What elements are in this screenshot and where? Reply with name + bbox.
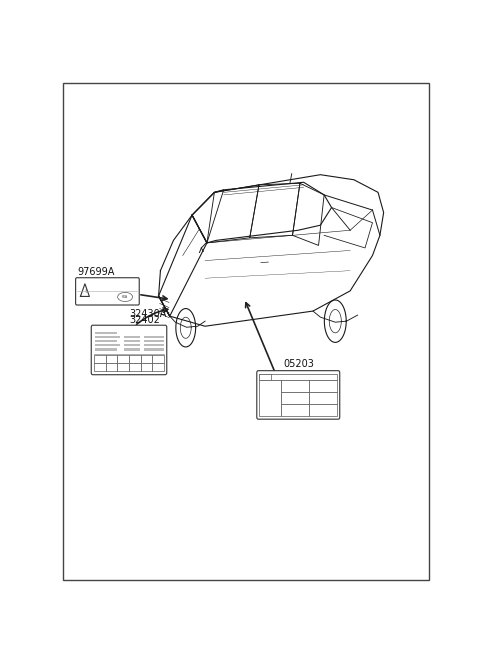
Bar: [153, 355, 164, 363]
Bar: [153, 363, 164, 371]
Bar: [95, 336, 120, 338]
Bar: [309, 380, 337, 392]
Bar: [281, 404, 309, 416]
Bar: [95, 348, 117, 350]
Bar: [124, 344, 140, 346]
Bar: [117, 363, 129, 371]
Bar: [259, 374, 271, 380]
Bar: [95, 332, 117, 334]
Text: 05203: 05203: [283, 359, 314, 369]
Bar: [124, 348, 140, 350]
Text: 32430A: 32430A: [129, 309, 166, 319]
Bar: [94, 363, 106, 371]
Bar: [124, 340, 140, 342]
Bar: [259, 374, 337, 380]
Bar: [129, 355, 141, 363]
Text: 32402: 32402: [129, 316, 160, 325]
Bar: [144, 348, 164, 350]
FancyBboxPatch shape: [76, 277, 139, 305]
Text: 97699A: 97699A: [78, 267, 115, 277]
Bar: [124, 336, 140, 338]
Bar: [117, 355, 129, 363]
Bar: [95, 344, 120, 346]
Bar: [144, 336, 164, 338]
Bar: [141, 355, 153, 363]
Bar: [141, 363, 153, 371]
FancyBboxPatch shape: [91, 325, 167, 375]
Bar: [94, 355, 106, 363]
Bar: [309, 392, 337, 404]
Bar: [281, 392, 309, 404]
Bar: [106, 355, 117, 363]
Bar: [281, 380, 309, 392]
Bar: [309, 404, 337, 416]
Bar: [144, 344, 164, 346]
Bar: [95, 340, 117, 342]
Bar: [106, 363, 117, 371]
Text: KIA: KIA: [122, 295, 128, 299]
FancyBboxPatch shape: [257, 371, 340, 419]
Bar: [259, 380, 281, 416]
Text: !: !: [84, 289, 86, 295]
Bar: [129, 363, 141, 371]
Ellipse shape: [118, 293, 132, 302]
Bar: [144, 340, 164, 342]
